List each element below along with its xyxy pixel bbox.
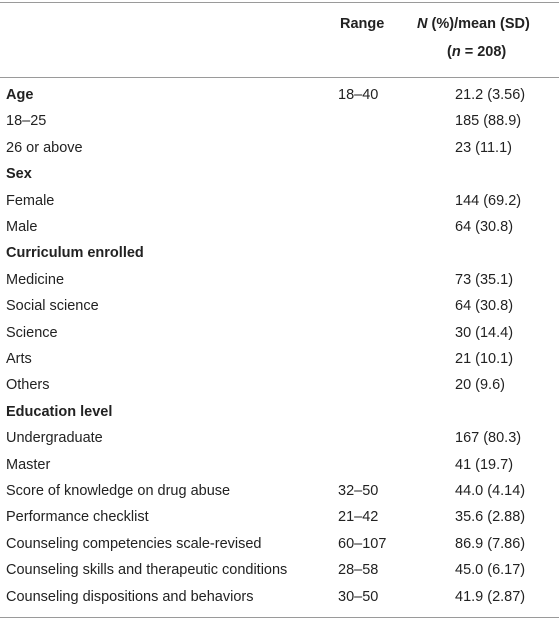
row-label: Others [6, 377, 50, 394]
row-label: Science [6, 324, 58, 341]
value-cell: 21 (10.1) [455, 351, 514, 367]
value-cell: 64 (30.8) [455, 298, 514, 315]
value-cell: 185 (88.9) [455, 113, 522, 130]
value-cell: 41.9 (2.87) [455, 588, 526, 605]
row-label: Performance checklist [6, 509, 149, 526]
subheader-text: ( [447, 44, 452, 60]
row-label: 18–25 [6, 113, 47, 130]
row-label: Undergraduate [6, 430, 103, 447]
value-cell: 20 (9.6) [455, 377, 505, 394]
row-label: Master [6, 456, 51, 473]
range-cell: 32–50 [338, 483, 379, 499]
value-cell: 45.0 (6.17) [455, 562, 526, 579]
value-subheader: (n = 208) [447, 43, 506, 61]
value-cell: 30 (14.4) [455, 324, 514, 341]
value-cell: 144 (69.2) [455, 192, 522, 209]
row-label: 26 or above [6, 139, 83, 156]
value-cell: 23 (11.1) [455, 139, 512, 156]
header-rule [0, 77, 559, 78]
subheader-italic: n [451, 44, 461, 60]
row-label: Score of knowledge on drug abuse [6, 483, 231, 499]
row-label: Counseling skills and therapeutic condit… [6, 562, 288, 579]
value-cell: 21.2 (3.56) [455, 87, 526, 103]
value-header: N (%)/mean (SD) [417, 15, 530, 33]
range-cell: 28–58 [338, 562, 379, 579]
row-label: Counseling competencies scale-revised [6, 535, 262, 552]
top-rule [0, 2, 559, 3]
row-label: Arts [6, 351, 32, 367]
row-label: Male [6, 219, 38, 235]
value-cell: 86.9 (7.86) [455, 535, 526, 552]
range-header: Range [340, 16, 385, 32]
row-label: Social science [6, 298, 99, 315]
row-label: Medicine [6, 271, 65, 288]
value-cell: 167 (80.3) [455, 430, 522, 447]
value-cell: 44.0 (4.14) [455, 483, 526, 499]
value-cell: 41 (19.7) [455, 456, 514, 473]
header-text: (%)/mean (SD) [431, 16, 530, 32]
value-cell: 73 (35.1) [455, 271, 514, 288]
section-label: Education level [6, 403, 113, 420]
range-cell: 21–42 [338, 509, 379, 526]
range-cell: 18–40 [338, 87, 379, 103]
section-label: Curriculum enrolled [6, 245, 144, 262]
section-label: Age [6, 87, 34, 103]
range-cell: 30–50 [338, 588, 379, 605]
row-label: Counseling dispositions and behaviors [6, 588, 254, 605]
bottom-rule [0, 617, 559, 618]
section-label: Sex [6, 166, 32, 183]
subheader-text: = 208) [464, 44, 507, 60]
row-label: Female [6, 192, 55, 209]
value-cell: 64 (30.8) [455, 219, 514, 235]
value-cell: 35.6 (2.88) [455, 509, 526, 526]
range-cell: 60–107 [338, 535, 387, 552]
header-italic: N [417, 16, 428, 32]
